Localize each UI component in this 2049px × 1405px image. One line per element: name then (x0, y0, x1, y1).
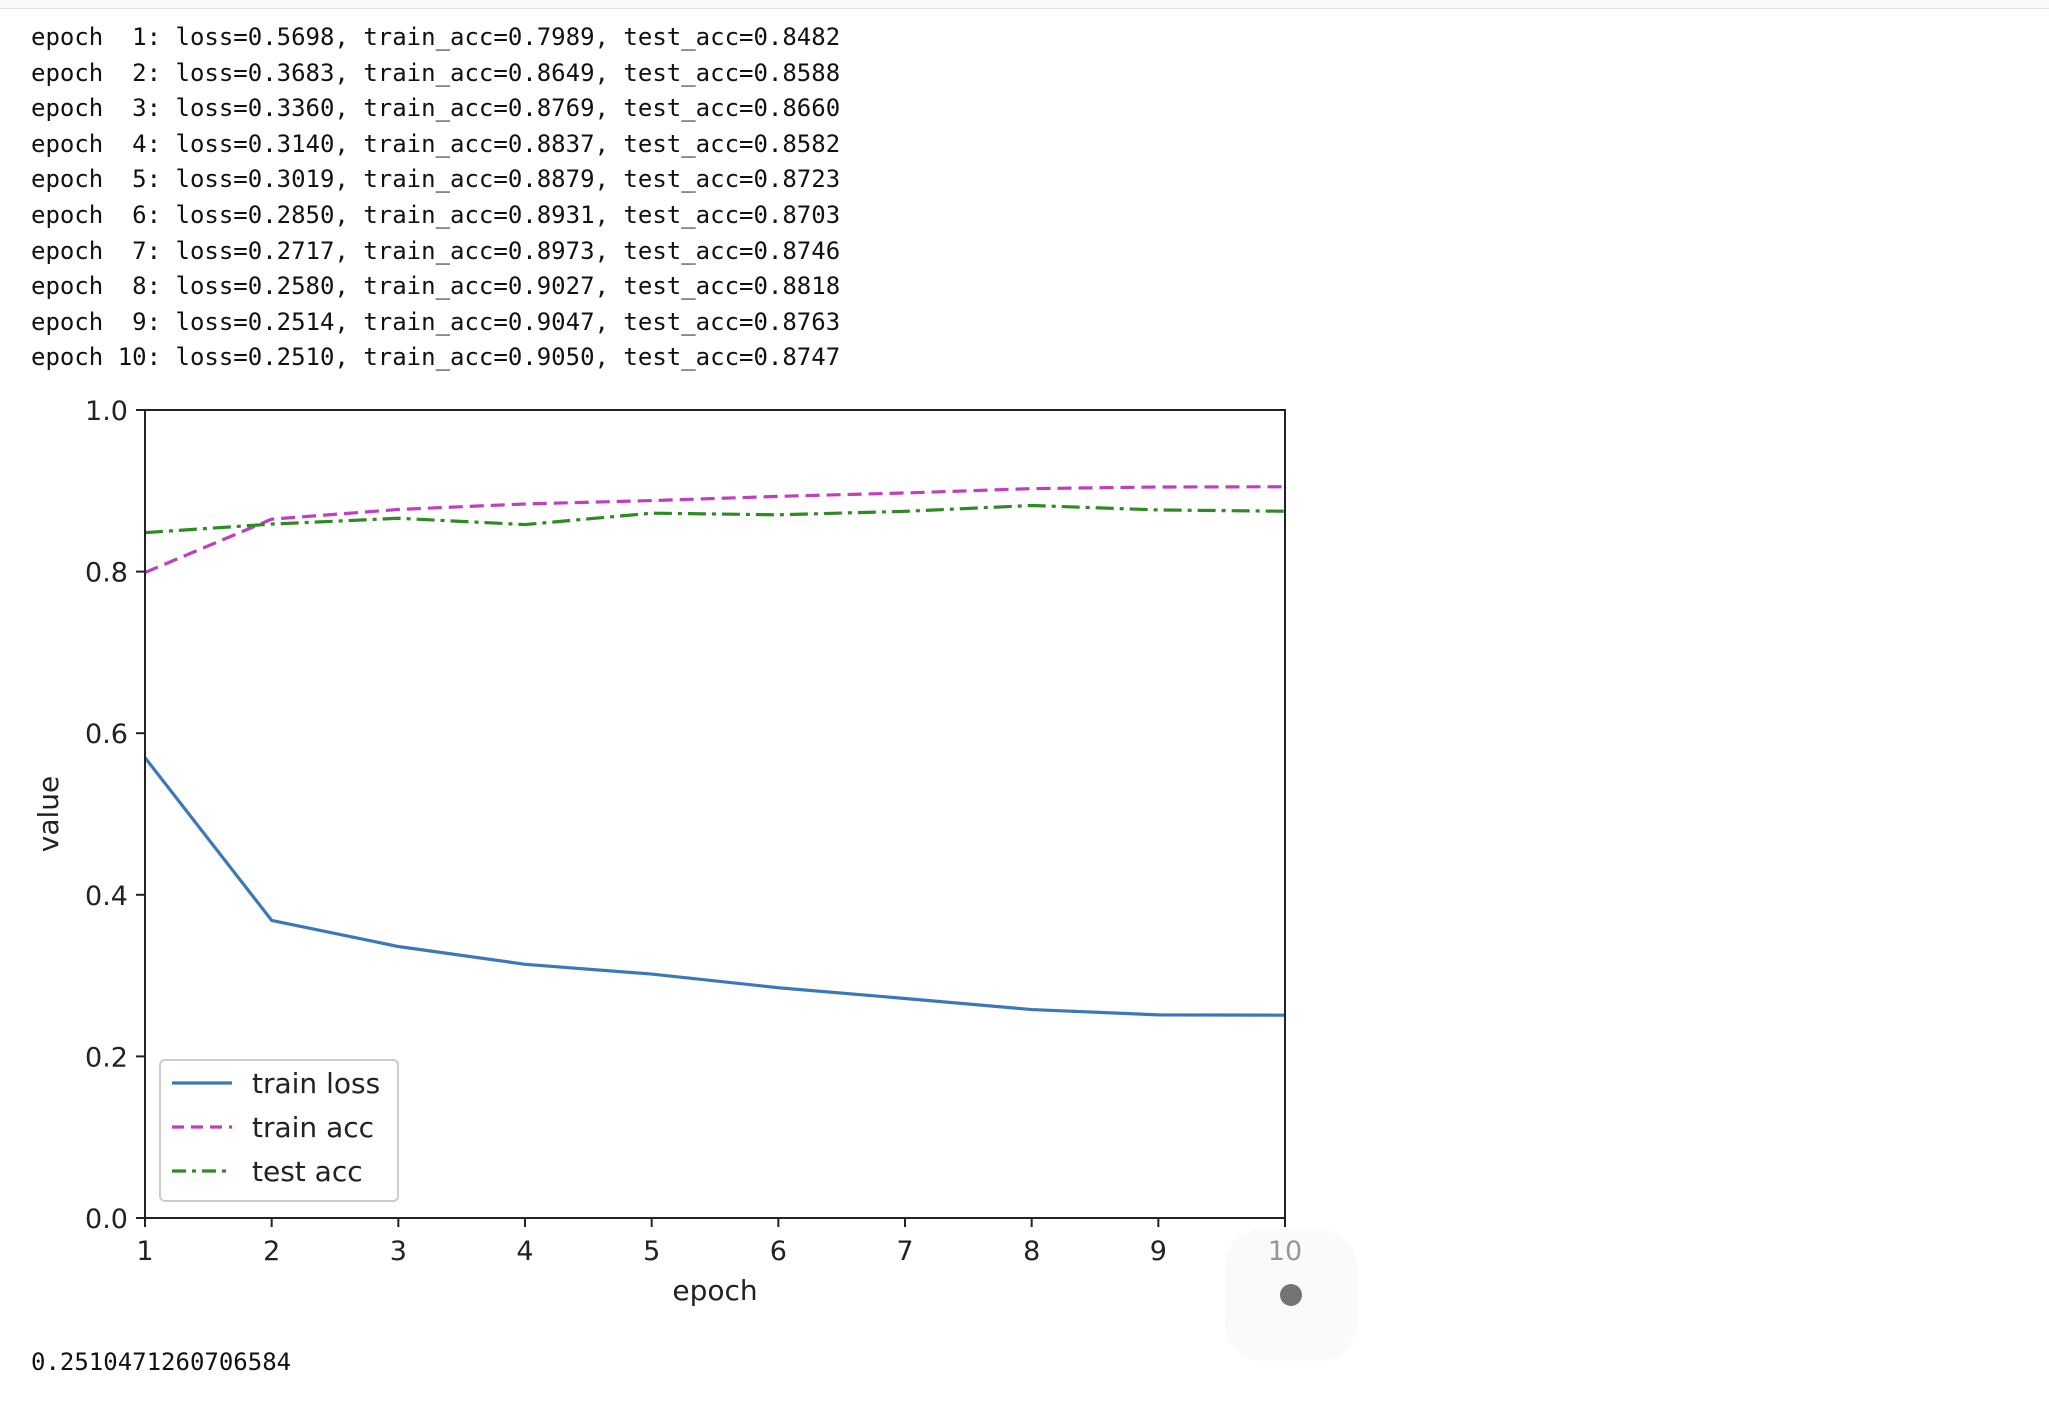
legend-label: test acc (252, 1155, 363, 1188)
x-tick-label: 1 (136, 1236, 153, 1267)
training-chart: 1 2 3 4 5 6 7 8 9 10 0.0 0.2 0.4 0.6 0.8 1.0 epoch val… (0, 380, 1400, 1330)
x-axis-label: epoch (672, 1274, 757, 1307)
log-line: epoch 5: loss=0.3019, train_acc=0.8879, … (31, 165, 841, 194)
scroll-handle[interactable] (1280, 1284, 1302, 1306)
x-tick-label: 10 (1268, 1236, 1302, 1267)
log-line: epoch 2: loss=0.3683, train_acc=0.8649, … (31, 58, 841, 87)
x-tick-label: 7 (896, 1236, 913, 1267)
x-tick-label: 2 (263, 1236, 280, 1267)
x-tick-label: 4 (516, 1236, 533, 1267)
log-line: epoch 6: loss=0.2850, train_acc=0.8931, … (31, 200, 841, 229)
x-tick-label: 8 (1023, 1236, 1040, 1267)
y-tick-label: 1.0 (85, 396, 128, 427)
y-tick-label: 0.8 (85, 558, 128, 589)
legend-label: train loss (252, 1067, 380, 1100)
series-line-train-acc (144, 485, 1286, 574)
log-line: epoch 7: loss=0.2717, train_acc=0.8973, … (31, 236, 841, 265)
series-line-train-loss (143, 756, 1286, 1017)
log-line: epoch 3: loss=0.3360, train_acc=0.8769, … (31, 94, 841, 123)
y-tick-label: 0.6 (85, 719, 128, 750)
cell-top-border (0, 0, 2049, 9)
y-tick-label: 0.2 (85, 1042, 128, 1073)
x-tick-label: 9 (1150, 1236, 1167, 1267)
y-tick-label: 0.4 (85, 881, 128, 912)
chart-svg: 1 2 3 4 5 6 7 8 9 10 0.0 0.2 0.4 0.6 0.8 1.0 epoch val… (32, 396, 1302, 1307)
log-line: epoch 8: loss=0.2580, train_acc=0.9027, … (31, 272, 841, 301)
x-tick-label: 5 (643, 1236, 660, 1267)
final-result-output: 0.2510471260706584 (31, 1348, 292, 1376)
series-line-test-acc (144, 503, 1286, 535)
log-line: epoch 4: loss=0.3140, train_acc=0.8837, … (31, 129, 841, 158)
x-tick-label: 3 (390, 1236, 407, 1267)
x-tick-label: 6 (770, 1236, 787, 1267)
training-log-output: epoch 1: loss=0.5698, train_acc=0.7989, … (31, 20, 840, 376)
legend-label: train acc (252, 1111, 374, 1144)
log-line: epoch 1: loss=0.5698, train_acc=0.7989, … (31, 23, 841, 51)
legend-box (159, 1059, 399, 1202)
plot-frame (144, 409, 1286, 1219)
y-axis-label: value (32, 776, 65, 852)
chart-legend: train loss train acc test acc (159, 1059, 399, 1202)
log-line: epoch 9: loss=0.2514, train_acc=0.9047, … (31, 307, 841, 336)
y-axis-ticks: 0.0 0.2 0.4 0.6 0.8 1.0 (85, 396, 145, 1235)
y-tick-label: 0.0 (85, 1204, 128, 1235)
x-axis-ticks: 1 2 3 4 5 6 7 8 9 10 (136, 1218, 1302, 1267)
series-layer (143, 485, 1286, 1017)
log-line: epoch 10: loss=0.2510, train_acc=0.9050,… (31, 343, 841, 372)
